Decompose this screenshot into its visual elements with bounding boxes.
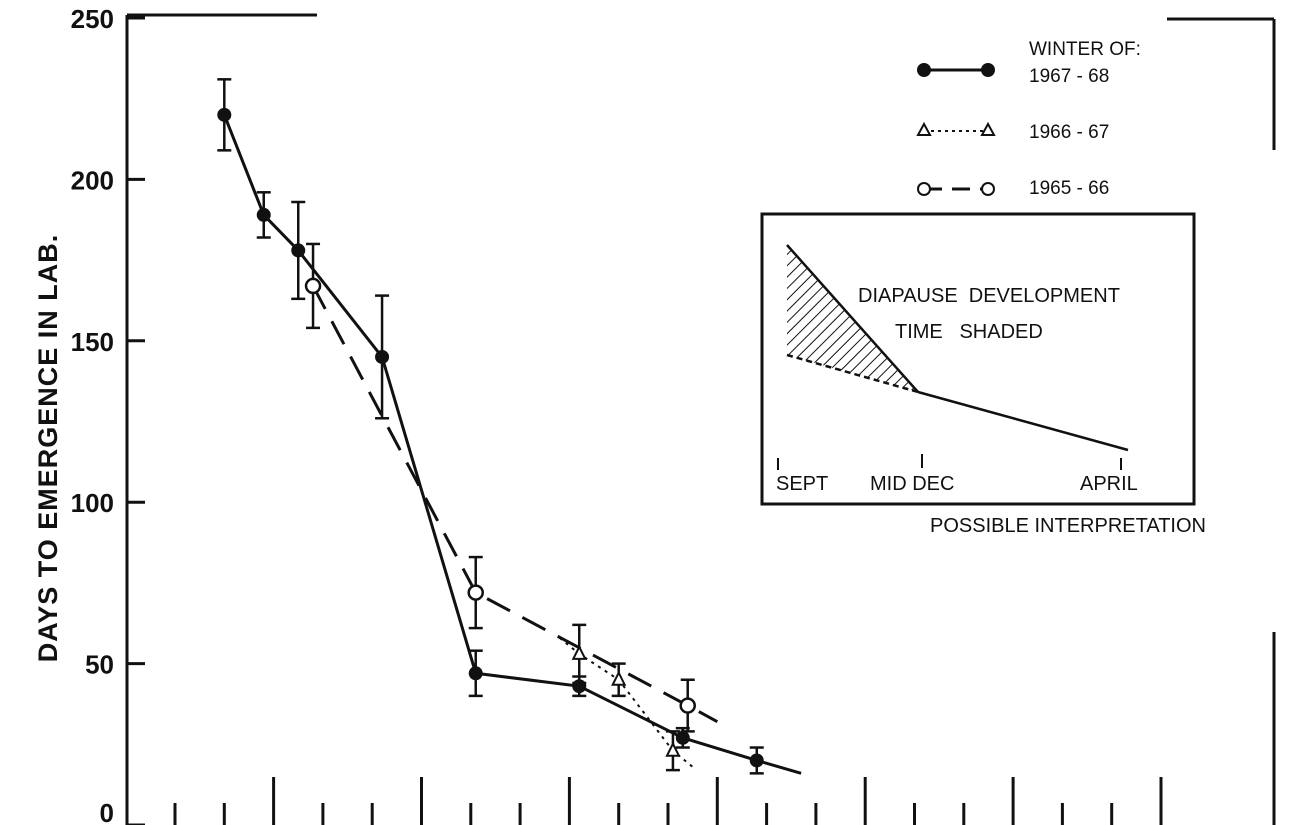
data-point — [749, 753, 764, 768]
inset-lower-line — [786, 353, 919, 394]
data-point — [256, 207, 271, 222]
legend: WINTER OF: 1967 - 68 1966 - 67 1965 - 66 — [916, 39, 1141, 199]
inset-title-line1: DIAPAUSE DEVELOPMENT — [858, 285, 1120, 307]
data-point — [675, 730, 690, 745]
y-axis-label: DAYS TO EMERGENCE IN LAB. — [33, 234, 63, 663]
data-point — [571, 644, 587, 660]
y-axis-ticks: 0 50 100 150 200 250 — [71, 4, 145, 825]
axis-frame — [125, 13, 1276, 825]
legend-marker-open-circle — [981, 182, 995, 196]
legend-marker-filled-circle — [917, 63, 931, 77]
series-layer — [217, 78, 802, 775]
legend-label-1965-66: 1965 - 66 — [1029, 178, 1109, 199]
legend-item-1965-66: 1965 - 66 — [917, 178, 1109, 199]
series-line — [311, 285, 719, 724]
data-point — [375, 349, 390, 364]
series-1966-67 — [558, 623, 694, 772]
y-tick-label: 200 — [71, 165, 114, 195]
series-1965-66 — [304, 242, 719, 733]
y-tick-label: 50 — [85, 650, 114, 680]
inset-title-line2: TIME SHADED — [895, 321, 1043, 343]
legend-label-1966-67: 1966 - 67 — [1029, 122, 1109, 143]
data-point — [679, 697, 696, 714]
legend-title: WINTER OF: — [1029, 39, 1141, 60]
data-point — [468, 666, 483, 681]
y-tick-label: 150 — [71, 327, 114, 357]
data-point — [611, 670, 627, 686]
inset-tick-label-mid-dec: MID DEC — [870, 473, 954, 495]
legend-marker-open-triangle — [980, 121, 996, 136]
series-line — [222, 114, 802, 775]
data-point — [304, 277, 322, 295]
data-point — [217, 107, 232, 122]
inset-tick-label-sept: SEPT — [776, 473, 828, 495]
series-1967-68 — [217, 78, 802, 775]
inset-tick-label-april: APRIL — [1080, 473, 1138, 495]
legend-label-1967-68: 1967 - 68 — [1029, 66, 1109, 87]
inset-caption: POSSIBLE INTERPRETATION — [930, 515, 1206, 537]
data-point — [665, 741, 681, 757]
legend-item-1966-67: 1966 - 67 — [916, 121, 1109, 143]
y-tick-label: 0 — [100, 798, 114, 825]
inset-post-line — [917, 390, 1129, 452]
legend-marker-open-triangle — [916, 121, 932, 136]
data-point — [467, 584, 484, 601]
inset-diagram: DIAPAUSE DEVELOPMENT TIME SHADED SEPT MI… — [760, 212, 1206, 537]
data-point — [291, 243, 306, 258]
legend-marker-filled-circle — [981, 63, 995, 77]
legend-item-1967-68: 1967 - 68 — [917, 63, 1109, 87]
y-tick-label: 100 — [71, 488, 114, 518]
inset-upper-line — [786, 244, 919, 393]
y-tick-label: 250 — [71, 4, 114, 34]
x-axis-ticks — [173, 777, 1163, 825]
legend-marker-open-circle — [917, 182, 931, 196]
